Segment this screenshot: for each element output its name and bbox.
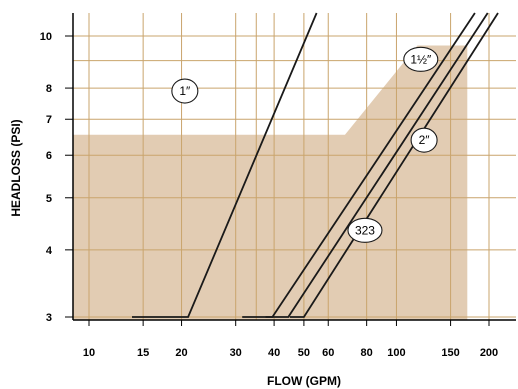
x-tick-label: 60 [322,347,334,359]
x-tick-label: 20 [175,347,187,359]
y-tick-label: 10 [40,31,52,43]
series-callout [403,46,439,72]
tick-labels: 10 15 20 30 40 50 60 80 100 150 200 3 4 5 6 7 8 10 [40,31,498,359]
x-tick-label: 150 [441,347,459,359]
x-tick-label: 40 [268,347,280,359]
series-line [289,12,499,318]
y-tick-label: 8 [46,83,52,95]
series-callout [347,217,383,243]
x-tick-label: 100 [387,347,405,359]
y-tick-label: 7 [46,114,52,126]
shaded-operating-region [73,45,468,320]
y-axis-title: HEADLOSS (PSI) [9,119,23,216]
x-tick-label: 80 [361,347,373,359]
y-tick-label: 3 [46,312,52,324]
x-tick-label: 30 [230,347,242,359]
series-lines [132,12,499,318]
plot-frame [72,13,516,321]
series-callout [410,127,438,153]
x-tick-label: 10 [83,347,95,359]
x-tick-label: 200 [480,347,498,359]
y-tick-label: 6 [46,150,52,162]
y-tick-label: 4 [46,245,53,257]
y-tick-label: 5 [46,193,52,205]
series-line [265,12,489,318]
x-tick-label: 50 [298,347,310,359]
x-tick-label: 15 [137,347,149,359]
series-callouts: 1″ 1½″ 2″ 323 [171,46,439,243]
shaded-region [73,45,468,320]
series-label: 323 [355,223,375,237]
series-label: 1″ [179,84,191,98]
series-label: 1½″ [410,52,432,66]
x-axis-title: FLOW (GPM) [267,374,341,388]
series-label: 2″ [419,133,431,147]
series-callout [171,78,199,104]
series-line [132,12,318,318]
